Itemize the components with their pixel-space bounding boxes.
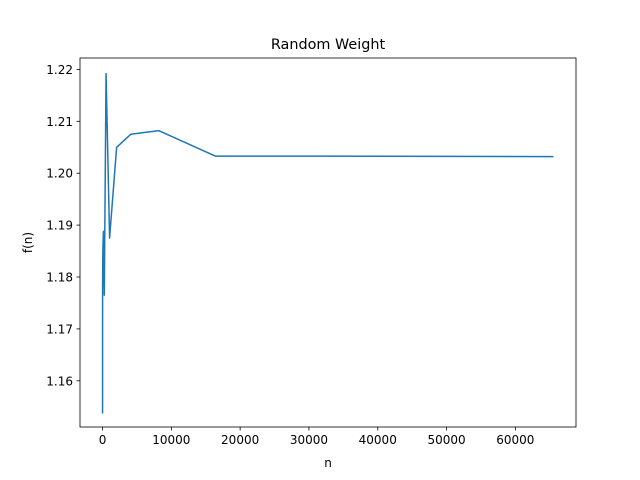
y-tick-label: 1.16 <box>46 374 73 388</box>
x-axis-label: n <box>324 456 332 470</box>
x-tick-label: 50000 <box>427 433 465 447</box>
y-tick-label: 1.18 <box>46 271 73 285</box>
axes-frame <box>79 57 577 428</box>
y-tick-label: 1.20 <box>46 167 73 181</box>
y-tick-label: 1.19 <box>46 219 73 233</box>
plot-area <box>101 72 554 414</box>
y-axis: 1.16 1.17 1.18 1.19 1.20 1.21 1.22 <box>46 63 80 388</box>
y-axis-label: f(n) <box>21 232 35 253</box>
y-tick-label: 1.22 <box>46 63 73 77</box>
series-line <box>101 72 554 414</box>
x-axis: 0 10000 20000 30000 40000 50000 60000 <box>99 427 534 447</box>
x-tick-label: 0 <box>99 433 107 447</box>
x-tick-label: 40000 <box>359 433 397 447</box>
y-tick-label: 1.21 <box>46 115 73 129</box>
x-tick-label: 30000 <box>290 433 328 447</box>
x-tick-label: 60000 <box>496 433 534 447</box>
x-tick-label: 20000 <box>221 433 259 447</box>
y-tick-label: 1.17 <box>46 322 73 336</box>
chart-title: Random Weight <box>271 37 386 53</box>
x-tick-label: 10000 <box>152 433 190 447</box>
